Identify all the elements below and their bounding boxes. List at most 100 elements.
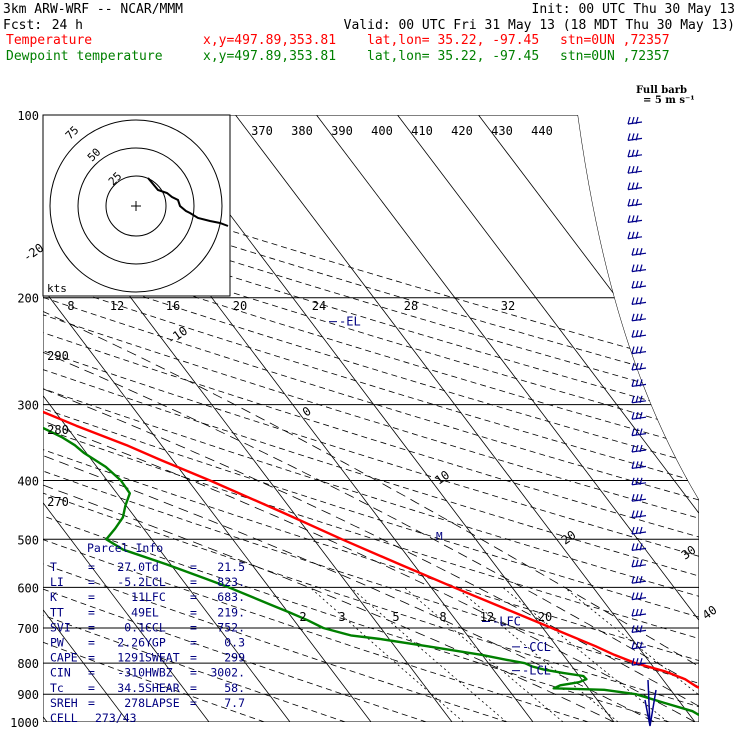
- parcel-key: CCL: [145, 620, 166, 634]
- barb-shaft: [631, 576, 647, 584]
- wind-barb: [627, 198, 643, 207]
- parcel-value: -5.2: [117, 575, 145, 589]
- plot-border: [43, 115, 699, 722]
- barb-shaft: [631, 248, 647, 256]
- barb-shaft: [627, 198, 643, 207]
- parcel-value: 1291: [117, 651, 145, 665]
- dry-adiabat: [43, 115, 699, 722]
- barb-shaft: [631, 608, 647, 617]
- parcel-value: 278: [124, 696, 145, 710]
- wind-barb: [631, 346, 647, 355]
- theta-label: 440: [531, 124, 553, 138]
- parcel-info-title: Parcel Info: [87, 541, 163, 555]
- dry-adiabat: [43, 115, 699, 722]
- init-time: Init: 00 UTC Thu 30 May 13: [532, 2, 736, 17]
- wind-barb: [631, 559, 647, 568]
- parcel-value: 273/43: [95, 711, 137, 725]
- barb-shaft: [631, 625, 647, 633]
- barb-shaft: [627, 215, 643, 223]
- temp-latlon: lat,lon= 35.22, -97.45: [367, 33, 539, 48]
- wind-barb: [631, 395, 647, 404]
- isotherm: [235, 115, 696, 722]
- barb-shaft: [631, 641, 647, 650]
- mixing-ratio-line: [564, 586, 699, 722]
- wind-barb: [631, 297, 647, 305]
- parcel-key: LAPSE: [145, 696, 180, 710]
- dew-latlon: lat,lon= 35.22, -97.45: [367, 49, 539, 64]
- wind-barb: [627, 149, 643, 158]
- dry-adiabat: [43, 115, 699, 722]
- wind-barb: [631, 477, 647, 486]
- wind-barb: [627, 182, 643, 191]
- dry-adiabat: [43, 115, 699, 722]
- parcel-equals: =: [190, 636, 197, 650]
- theta-label: 380: [291, 124, 313, 138]
- barb-shaft: [627, 116, 643, 125]
- parcel-key: Tc: [50, 681, 64, 695]
- barb-shaft: [631, 592, 647, 601]
- parcel-key: SWEAT: [145, 651, 180, 665]
- theta-label: 430: [491, 124, 513, 138]
- barb-shaft: [627, 149, 643, 158]
- barb-shaft: [631, 330, 647, 338]
- mixing-ratio-label: 16: [166, 299, 180, 313]
- parcel-value: 11: [131, 590, 145, 604]
- mixing-ratio-label: 3: [338, 610, 345, 624]
- parcel-key: K: [50, 590, 57, 604]
- level-label-ccl: -CCL: [522, 640, 551, 654]
- barb-shaft: [627, 166, 643, 174]
- barb-shaft: [631, 559, 647, 568]
- wind-barb: [631, 330, 647, 338]
- isotherm-right-label: 10: [432, 468, 452, 488]
- theta-label: 390: [331, 124, 353, 138]
- parcel-equals: =: [88, 590, 95, 604]
- valid-time: Valid: 00 UTC Fri 31 May 13 (18 MDT Thu …: [344, 18, 735, 33]
- parcel-key: CELL: [50, 711, 78, 725]
- barb-shaft: [631, 297, 647, 305]
- moist-adiabat: [43, 297, 655, 722]
- parcel-value: 0.1: [124, 620, 145, 634]
- level-label-lfc: -LFC: [492, 614, 521, 628]
- parcel-value: 34.5: [117, 681, 145, 695]
- wind-barb: [627, 215, 643, 223]
- barb-shaft: [627, 182, 643, 191]
- parcel-key: LFC: [145, 590, 166, 604]
- barb-shaft: [631, 379, 647, 387]
- parcel-equals: =: [190, 605, 197, 619]
- parcel-equals: =: [88, 605, 95, 619]
- mixing-ratio-label: 24: [312, 299, 326, 313]
- parcel-key: CAPE: [50, 651, 78, 665]
- dry-adiabat: [43, 115, 699, 722]
- dewpoint-trace: [43, 115, 699, 720]
- dry-adiabat: [43, 115, 699, 722]
- parcel-value: -310: [117, 666, 145, 680]
- pressure-tick-label: 100: [17, 109, 39, 123]
- barb-shaft: [631, 510, 647, 519]
- isotherm: [43, 115, 129, 722]
- wind-barb: [631, 510, 647, 519]
- wind-barb: [631, 543, 647, 551]
- pressure-tick-label: 700: [17, 622, 39, 636]
- parcel-value: 219.: [217, 605, 245, 619]
- barb-shaft: [631, 412, 647, 420]
- theta-left-label: 280: [47, 423, 69, 437]
- dewpoint-legend: Dewpoint temperature: [6, 49, 163, 64]
- moist-adiabat: [43, 297, 696, 722]
- parcel-key: PW: [50, 636, 64, 650]
- barb-shaft: [631, 264, 647, 273]
- mixing-ratio-label: 12: [480, 610, 494, 624]
- parcel-key: SREH: [50, 696, 78, 710]
- parcel-value: 7.7: [224, 696, 245, 710]
- pressure-tick-label: 300: [17, 399, 39, 413]
- traces: [43, 115, 699, 720]
- fcst-label: Fcst:: [3, 18, 42, 33]
- barb-shaft: [627, 133, 643, 141]
- theta-label: 400: [371, 124, 393, 138]
- parcel-equals: =: [190, 620, 197, 634]
- parcel-key: Td: [145, 560, 159, 574]
- dry-adiabat: [43, 115, 699, 722]
- barb-shaft: [631, 526, 647, 535]
- pressure-tick-label: 800: [17, 657, 39, 671]
- wind-barb: [631, 248, 647, 256]
- barb-shaft: [631, 280, 647, 289]
